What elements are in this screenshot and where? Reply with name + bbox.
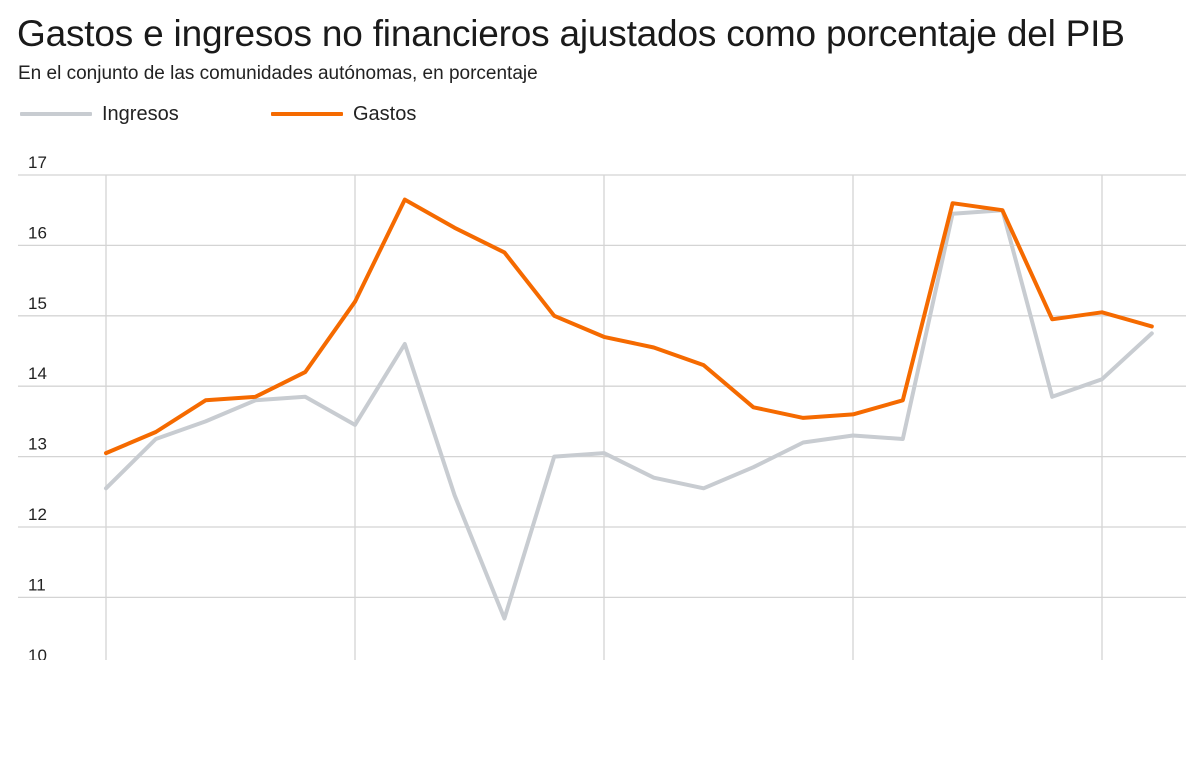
legend-item-gastos: Gastos [271, 102, 416, 126]
y-tick-label: 16 [28, 223, 47, 242]
y-tick-label: 13 [28, 435, 47, 454]
y-tick-label: 11 [28, 575, 46, 594]
y-tick-label: 15 [28, 294, 47, 313]
series-line-gastos [104, 197, 1154, 456]
y-tick-label: 17 [28, 153, 47, 172]
y-tick-label: 10 [28, 646, 47, 660]
y-tick-labels: 10 11 12 13 14 15 16 17 [28, 153, 47, 660]
series-line-ingresos [104, 208, 1154, 621]
legend-swatch-gastos [271, 112, 343, 116]
series-lines [104, 197, 1154, 621]
y-tick-label: 12 [28, 505, 47, 524]
chart-title: Gastos e ingresos no financieros ajustad… [17, 13, 1125, 54]
legend-label-ingresos: Ingresos [102, 103, 179, 125]
legend-swatch-ingresos [20, 112, 92, 116]
line-chart: 10 11 12 13 14 15 16 17 [18, 153, 1186, 660]
chart-subtitle: En el conjunto de las comunidades autóno… [18, 63, 538, 84]
y-tick-label: 14 [28, 364, 47, 383]
legend-item-ingresos: Ingresos [20, 102, 179, 126]
legend-label-gastos: Gastos [353, 103, 417, 125]
